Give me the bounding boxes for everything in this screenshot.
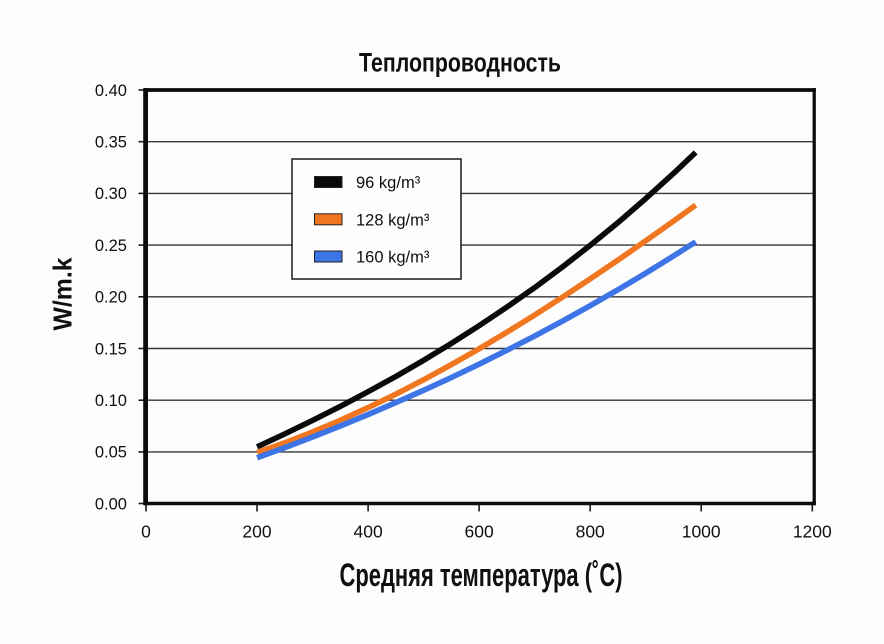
svg-text:0.10: 0.10 <box>95 392 127 410</box>
svg-text:400: 400 <box>353 522 382 542</box>
svg-text:W/m.k: W/m.k <box>48 257 78 331</box>
svg-text:0.25: 0.25 <box>95 237 127 255</box>
svg-text:600: 600 <box>464 522 493 542</box>
svg-text:0.30: 0.30 <box>95 185 127 203</box>
svg-text:0.40: 0.40 <box>95 82 127 100</box>
svg-text:160 kg/m³: 160 kg/m³ <box>356 249 430 267</box>
svg-text:1200: 1200 <box>793 522 832 542</box>
svg-text:96 kg/m³: 96 kg/m³ <box>356 174 421 192</box>
svg-text:Средняя температура (˚C): Средняя температура (˚C) <box>340 557 623 593</box>
svg-text:0.20: 0.20 <box>95 289 127 307</box>
svg-text:0.15: 0.15 <box>95 340 127 358</box>
svg-text:800: 800 <box>576 522 605 542</box>
svg-text:0.35: 0.35 <box>95 134 127 152</box>
svg-text:0.05: 0.05 <box>95 444 127 462</box>
svg-text:0.00: 0.00 <box>95 495 127 513</box>
svg-text:200: 200 <box>242 522 271 542</box>
svg-text:0: 0 <box>141 522 151 542</box>
svg-text:128 kg/m³: 128 kg/m³ <box>356 211 430 229</box>
svg-text:1000: 1000 <box>682 522 721 542</box>
svg-text:Теплопроводность: Теплопроводность <box>359 48 561 78</box>
